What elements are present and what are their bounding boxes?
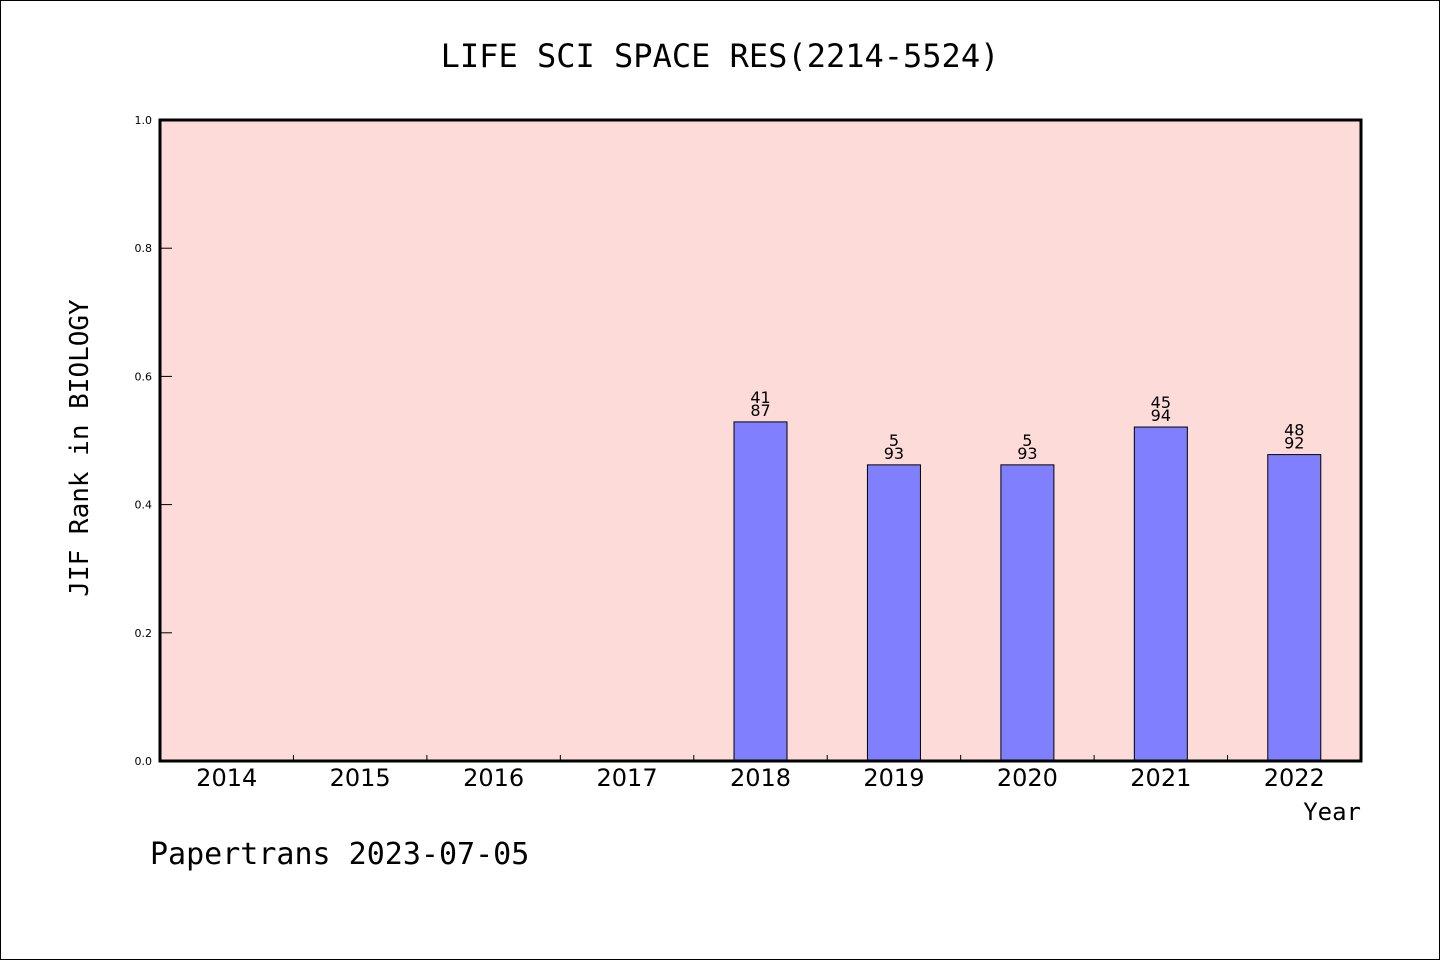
x-tick-label: 2020 [997, 764, 1058, 792]
bar-2019 [866, 464, 921, 762]
bar-label-rank: 48 [1284, 421, 1304, 440]
x-tick-label: 2015 [330, 764, 391, 792]
x-axis-title: Year [1303, 798, 1361, 826]
bar-label-total: 87 [750, 401, 770, 420]
bar-label-rank: 41 [750, 388, 770, 407]
bar-label-rank: 45 [1151, 393, 1171, 412]
y-tick-label: 0.4 [135, 499, 153, 512]
x-tick-label: 2018 [730, 764, 791, 792]
y-tick-label: 0.2 [135, 627, 153, 640]
bar-label-total: 93 [1017, 444, 1037, 463]
chart-title: LIFE SCI SPACE RES(2214-5524) [441, 37, 1000, 75]
bar-2022 [1267, 454, 1322, 762]
y-tick-label: 1.0 [135, 114, 153, 127]
y-tick-label: 0.0 [135, 755, 153, 768]
bars-layer [733, 421, 1322, 762]
x-axis: 2014 2015 2016 2017 2018 2019 2020 2021 2022 [196, 755, 1325, 792]
y-tick-label: 0.8 [135, 242, 153, 255]
y-axis-title: JIF Rank in BIOLOGY [65, 299, 95, 597]
x-tick-label: 2017 [597, 764, 658, 792]
bar-2021 [1133, 426, 1188, 762]
plot-border [158, 118, 1363, 763]
bar-label-rank: 5 [889, 431, 899, 450]
x-tick-label: 2019 [863, 764, 924, 792]
bar-2018 [733, 421, 788, 762]
bar-label-total: 94 [1151, 406, 1171, 425]
y-tick-label: 0.6 [135, 370, 153, 383]
bar-label-total: 92 [1284, 434, 1304, 453]
y-axis: 0.0 0.2 0.4 0.6 0.8 1.0 [135, 114, 172, 768]
x-tick-label: 2021 [1130, 764, 1191, 792]
x-tick-label: 2014 [196, 764, 257, 792]
x-tick-label: 2022 [1264, 764, 1325, 792]
bar-2020 [1000, 464, 1055, 762]
x-tick-label: 2016 [463, 764, 524, 792]
footer-text: Papertrans 2023-07-05 [150, 837, 529, 872]
bar-label-total: 93 [884, 444, 904, 463]
bar-label-rank: 5 [1022, 431, 1032, 450]
